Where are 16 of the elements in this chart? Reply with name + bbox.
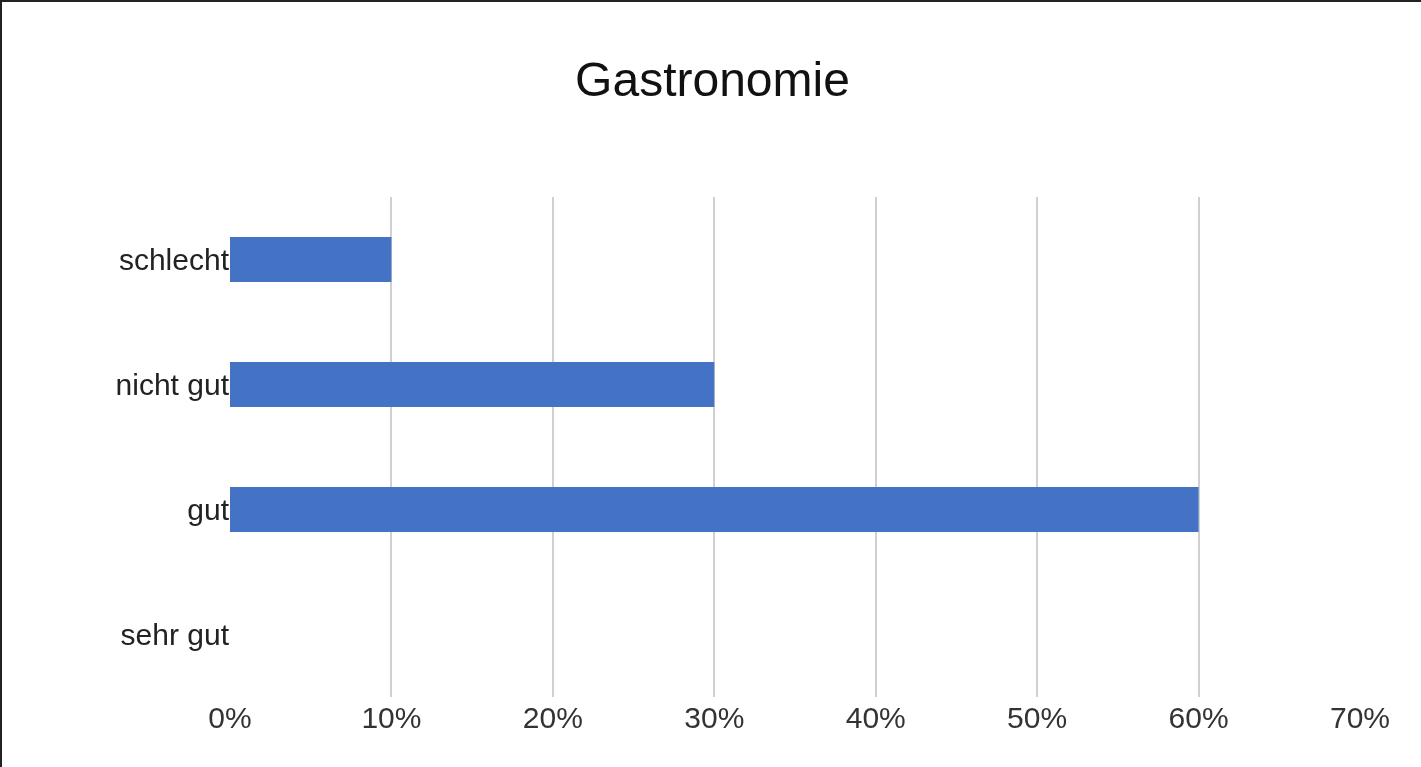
x-tick-label: 20% [522, 701, 583, 734]
x-tick-label: 40% [845, 701, 906, 734]
bar [230, 237, 392, 282]
x-tick-label: 70% [1329, 701, 1391, 734]
x-tick-label: 0% [208, 701, 252, 734]
x-tick-label: 10% [361, 701, 422, 734]
y-tick-label: gut [187, 493, 230, 526]
y-tick-label: sehr gut [120, 618, 230, 651]
x-tick-label: 50% [1007, 701, 1068, 734]
y-tick-label: schlecht [118, 243, 230, 276]
x-tick-label: 30% [684, 701, 745, 734]
chart-title: Gastronomie [575, 52, 850, 106]
bar [230, 362, 715, 407]
bar [230, 487, 1199, 532]
y-tick-label: nicht gut [115, 368, 230, 401]
x-tick-label: 60% [1168, 701, 1229, 734]
